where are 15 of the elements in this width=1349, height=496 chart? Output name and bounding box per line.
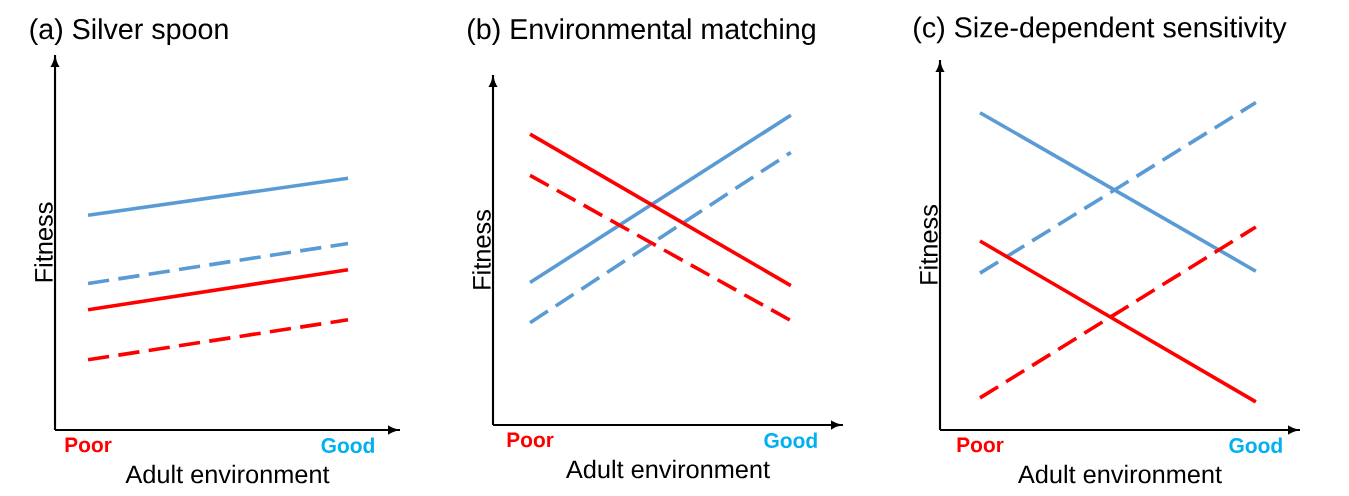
chart-title: (c) Size-dependent sensitivity	[914, 16, 1287, 44]
x-tick-label: Poor	[507, 432, 554, 448]
chart-title: (b) Environmental matching	[468, 18, 815, 45]
y-axis-title: Fitness	[34, 202, 53, 282]
x-axis-title: Adult environment	[1017, 464, 1222, 484]
x-tick-label: Good	[764, 432, 817, 448]
chart-title: (a) Silver spoon	[30, 18, 228, 45]
x-tick-label: Good	[1229, 437, 1282, 453]
y-axis-title: Fitness	[919, 205, 938, 284]
x-tick-label: Poor	[957, 437, 1004, 453]
y-axis-title: Fitness	[472, 210, 491, 289]
x-tick-label: Poor	[65, 437, 112, 453]
x-tick-label: Good	[321, 437, 374, 453]
x-axis-title: Adult environment	[565, 459, 770, 479]
x-axis-title: Adult environment	[125, 464, 330, 484]
